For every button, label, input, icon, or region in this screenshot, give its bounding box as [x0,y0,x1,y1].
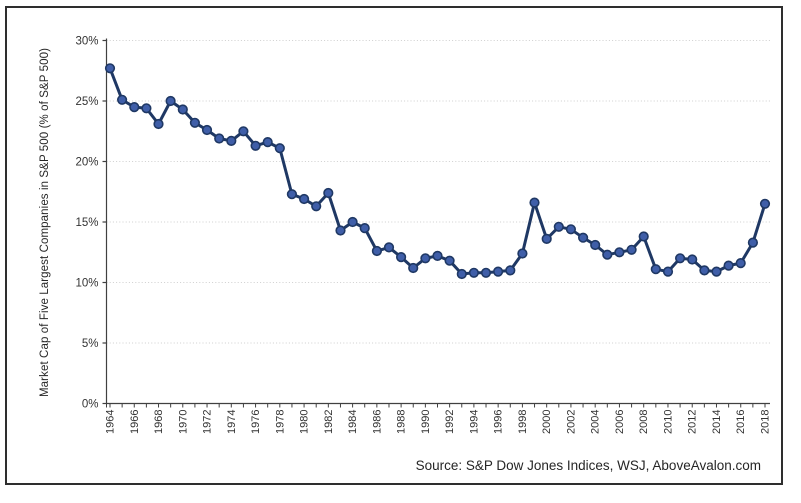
data-point [359,223,370,234]
data-point [238,126,249,137]
data-point [408,262,419,274]
data-point [711,266,722,277]
data-point [577,232,589,243]
x-tick-label: 1988 [396,410,408,434]
data-point [456,268,467,280]
data-point [420,253,431,264]
data-point [153,118,164,130]
x-tick-label: 1976 [250,410,262,434]
y-tick-label: 0% [82,399,99,411]
data-point [335,225,346,236]
x-tick-label: 1968 [153,410,165,434]
data-point [262,137,273,148]
data-point [299,193,310,205]
data-point [687,254,698,265]
data-point [165,95,176,107]
x-tick-label: 2018 [760,410,772,434]
x-tick-label: 1972 [202,410,214,434]
x-tick-label: 1990 [420,410,432,434]
data-point [699,265,710,276]
x-tick-label: 2004 [590,410,602,434]
data-point [517,248,528,259]
data-point [480,267,492,278]
x-tick-label: 2002 [565,410,577,434]
data-point [177,104,188,115]
data-point [723,260,734,271]
x-tick-label: 1974 [226,410,238,434]
x-tick-label: 1964 [105,410,117,434]
data-point [396,252,407,263]
data-point [553,221,564,232]
x-tick-label: 1994 [468,410,480,434]
y-tick-label: 25% [75,96,98,108]
data-point [674,253,686,264]
data-point [383,242,395,253]
x-tick-label: 1992 [444,410,456,434]
data-point [505,265,516,276]
data-point [626,244,637,255]
data-point [371,245,383,257]
x-tick-label: 2016 [735,410,747,434]
data-point [747,237,759,248]
x-tick-label: 1984 [347,410,359,434]
x-tick-label: 2014 [711,410,723,434]
data-point [468,267,480,278]
data-point [141,103,152,114]
data-point [116,94,128,105]
data-point [129,101,140,113]
data-point [590,239,601,251]
x-tick-label: 1978 [274,410,286,434]
data-point [286,189,298,200]
y-axis-title: Market Cap of Five Largest Companies in … [39,47,51,397]
data-point [662,266,674,277]
data-point [323,187,334,199]
data-point [614,247,625,258]
x-tick-label: 1982 [323,410,335,434]
x-tick-label: 1986 [371,410,383,434]
data-point [759,198,771,209]
x-tick-label: 1996 [493,410,505,434]
data-point [493,266,504,277]
y-tick-label: 30% [75,36,98,48]
x-tick-label: 2008 [638,410,650,434]
x-tick-label: 2010 [662,410,674,434]
x-tick-label: 1980 [299,410,311,434]
x-tick-label: 1966 [129,410,141,434]
data-point [650,264,661,275]
data-point [432,250,443,261]
data-point [104,63,116,74]
data-point [250,140,261,151]
data-point [347,216,358,228]
trend-line [108,66,767,276]
y-tick-label: 20% [75,157,98,169]
data-point [274,143,285,154]
data-point [602,249,613,260]
source-note: Source: S&P Dow Jones Indices, WSJ, Abov… [415,458,761,473]
data-point [735,258,746,269]
data-point [638,231,649,242]
data-point [201,124,213,136]
y-tick-label: 10% [75,278,98,290]
data-point [311,201,322,212]
x-tick-label: 1970 [177,410,189,434]
x-tick-label: 2006 [614,410,626,434]
data-point [189,117,200,128]
x-tick-label: 1998 [517,410,529,434]
x-tick-label: 2012 [687,410,699,434]
data-point [529,197,540,208]
data-point [226,135,237,146]
y-tick-label: 15% [75,217,98,229]
data-point [444,255,455,266]
data-point [214,133,225,144]
y-tick-label: 5% [82,338,99,350]
data-point [565,224,577,235]
x-tick-label: 2000 [541,410,553,434]
data-point [541,233,552,244]
